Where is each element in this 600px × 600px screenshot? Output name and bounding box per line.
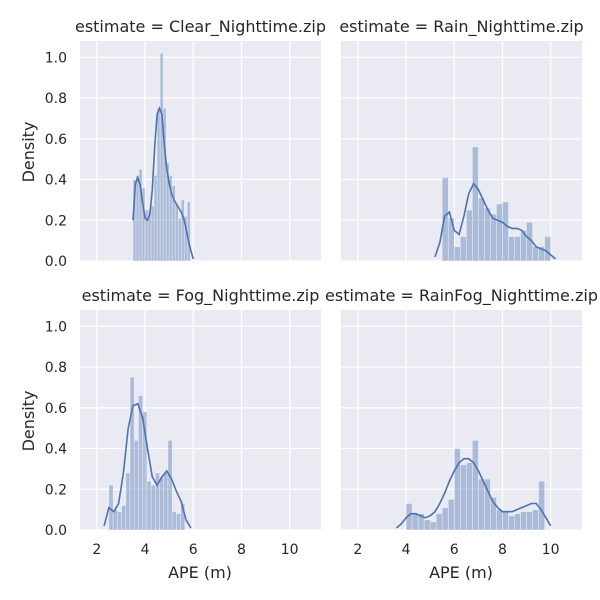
histogram-bar [447,499,455,531]
y-axis-label-bottom: Density [19,391,38,452]
histogram-bar [429,521,437,531]
histogram-bar [135,175,140,262]
histogram-bar [532,246,539,262]
histogram-bar [526,511,533,531]
panel-title: estimate = Clear_Nighttime.zip [75,17,326,37]
histogram-bar [478,197,485,262]
kde-curve [395,457,552,529]
histogram-bar [472,440,479,531]
histogram-bar [532,509,539,531]
histogram-bar [133,440,139,531]
histogram-bar [171,511,177,531]
histogram-bar [142,411,148,531]
y-tick-label: 0.6 [45,401,67,417]
histogram-bar [514,236,521,262]
kde-curve [103,402,192,529]
histogram-bar [176,513,181,531]
histogram-bar [508,515,515,531]
y-tick-label: 0.8 [45,91,67,107]
histogram-bar [544,236,551,262]
y-tick-label: 0.2 [45,482,67,498]
histogram-bar [441,177,449,262]
facet-panel-4: estimate = RainFog_Nighttime.zip 2 4 6 8 10 [325,286,598,558]
facet-panel-1: estimate = Clear_Nighttime.zip 0.0 0.2 0.4 0… [45,17,326,270]
y-tick-label: 0.2 [45,213,67,229]
histogram-bar [150,205,155,262]
panels-layer: estimate = Clear_Nighttime.zip 0.0 0.2 0.4 0… [45,17,598,558]
histogram-bar [453,448,461,531]
x-tick-label: 2 [353,542,362,558]
histogram-bar [478,478,485,531]
x-tick-label: 10 [281,542,299,558]
histogram-bar [496,203,503,262]
y-axis-label-top: Density [19,122,38,183]
histogram-bar [129,376,135,531]
y-tick-label: 1.0 [45,50,67,66]
panel-title: estimate = Fog_Nighttime.zip [82,286,320,306]
panel-title: estimate = RainFog_Nighttime.zip [325,286,598,306]
x-tick-label: 10 [542,542,560,558]
y-tick-label: 0.6 [45,132,67,148]
plot-background [80,310,321,530]
histogram-bar [411,513,419,531]
kde-curve [434,182,557,260]
histogram-bar [125,472,131,531]
histogram-bar [180,199,185,262]
x-tick-label: 2 [92,542,101,558]
histogram-bar [459,236,467,262]
histogram-bar [159,52,164,262]
histogram-bar [472,146,479,262]
histogram-bar [117,511,122,531]
histogram-bar [538,480,545,531]
y-tick-label: 1.0 [45,319,67,335]
plot-background [341,310,582,530]
histogram-bar [177,217,182,262]
histogram-bar [186,201,191,262]
histogram-bar [453,246,461,262]
x-axis-label-right: APE (m) [429,563,493,582]
histogram-bar [502,201,509,262]
histogram-bar [490,213,497,262]
kde-curve [132,106,195,260]
histogram-bar [163,472,169,531]
histogram-bar [466,209,473,262]
histogram-bar [174,203,179,262]
histogram-bar [502,511,509,531]
histogram-bar [508,236,515,262]
histogram-bar [484,207,491,262]
x-tick-label: 4 [402,542,411,558]
x-axis-label-left: APE (m) [168,563,232,582]
histogram-bar [441,507,449,531]
histogram-bar [153,175,158,262]
histogram-bar [121,505,127,531]
panel-title: estimate = Rain_Nighttime.zip [339,17,583,37]
plot-background [80,41,321,261]
histogram-bar [423,519,431,531]
histogram-bar [159,476,165,531]
histogram-bar [514,513,521,531]
histogram-bar [150,484,156,531]
x-tick-label: 6 [189,542,198,558]
y-tick-label: 0.0 [45,254,67,270]
histogram-bar [156,107,161,262]
histogram-bar [146,480,152,531]
x-tick-label: 6 [450,542,459,558]
x-tick-label: 8 [498,542,507,558]
y-tick-label: 0.4 [45,173,67,189]
histogram-bar [466,462,473,531]
histogram-bar [435,513,443,531]
x-tick-label: 4 [141,542,150,558]
facet-panel-3: estimate = Fog_Nighttime.zip 0.0 0.2 0.4 0.6… [45,286,321,558]
facet-panel-2: estimate = Rain_Nighttime.zip [339,17,584,262]
y-tick-label: 0.4 [45,442,67,458]
y-tick-label: 0.8 [45,360,67,376]
histogram-bar [496,509,503,531]
y-tick-label: 0.0 [45,523,67,539]
x-tick-label: 8 [237,542,246,558]
histogram-bar [520,511,527,531]
histogram-bar [167,440,173,531]
histogram-bar [459,464,467,531]
